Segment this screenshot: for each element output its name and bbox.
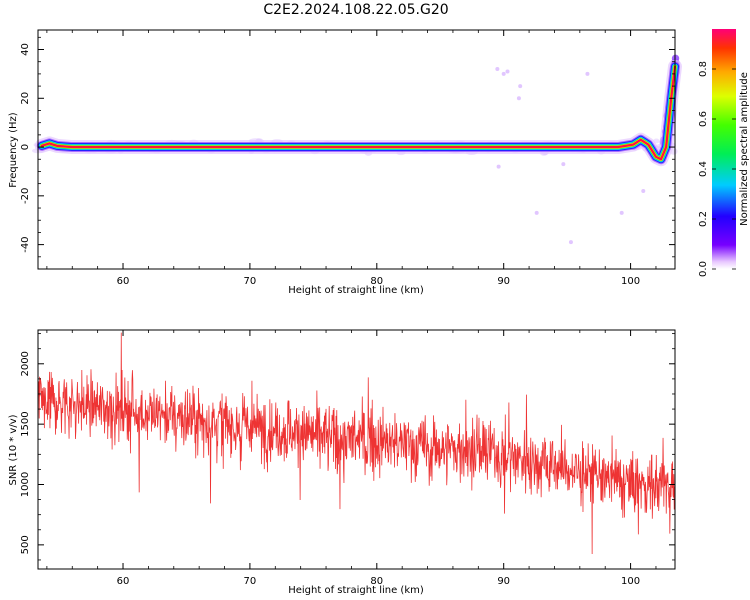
spectrogram-ridge	[34, 59, 682, 167]
x-tick-label: 70	[244, 276, 257, 287]
colorbar-gradient	[712, 29, 736, 269]
spectrogram-outlier-point	[585, 71, 590, 76]
spectrogram-outlier-point	[641, 188, 646, 193]
spectrogram-outlier-point	[495, 67, 500, 72]
spectrogram-x-ticks: 60 70 80 90 100	[46, 30, 657, 287]
x-tick-label: 80	[370, 276, 383, 287]
spectrogram-frame	[37, 29, 676, 270]
snr-plot-area	[38, 330, 675, 569]
x-tick-label: 100	[621, 276, 640, 287]
snr-x-ticks: 60 70 80 90 100	[46, 330, 657, 587]
spectrogram-outlier-point	[568, 240, 573, 245]
y-tick-label: 0	[20, 144, 31, 150]
spectrogram-outlier-point	[501, 71, 506, 76]
colorbar-label: Normalized spectral amplitude	[739, 72, 750, 226]
y-tick-label: -20	[20, 188, 31, 204]
x-tick-label: 60	[117, 576, 130, 587]
colorbar-ticks: 0.0 0.2 0.4 0.6 0.8	[698, 61, 736, 277]
x-tick-label: 100	[621, 576, 640, 587]
x-tick-label: 80	[370, 576, 383, 587]
x-tick-label: 60	[117, 276, 130, 287]
spectrogram-y-axis-label: Frequency (Hz)	[8, 112, 19, 188]
spectrogram-outlier-point	[561, 162, 566, 167]
y-tick-label: -40	[20, 236, 31, 252]
y-tick-label: 1000	[20, 472, 31, 497]
spectrogram-panel: 60 70 80 90 100 -40 -20 0 20 40 Height of straig…	[8, 29, 682, 296]
spectrogram-x-axis-label: Height of straight line (km)	[288, 285, 424, 296]
y-tick-label: 2000	[20, 351, 31, 376]
spectrogram-y-ticks: -40 -20 0 20 40	[20, 36, 675, 270]
spectrogram-outlier-point	[516, 96, 521, 101]
x-tick-label: 90	[497, 576, 510, 587]
y-tick-label: 500	[20, 535, 31, 554]
colorbar-tick-label: 0.4	[698, 161, 709, 177]
spectrogram-outlier-point	[518, 84, 523, 89]
snr-y-axis-label: SNR (10 * v/v)	[8, 414, 19, 485]
colorbar-tick-label: 0.6	[698, 111, 709, 127]
colorbar: 0.0 0.2 0.4 0.6 0.8 Normalized spectral ampl…	[698, 29, 750, 277]
colorbar-tick-label: 0.2	[698, 211, 709, 227]
figure-title: C2E2.2024.108.22.05.G20	[263, 2, 448, 18]
ridge-band-7	[41, 66, 676, 160]
spectrogram-outlier-point	[505, 69, 510, 74]
x-tick-label: 70	[244, 576, 257, 587]
spectrogram-outlier-point	[619, 210, 624, 215]
colorbar-tick-label: 0.8	[698, 61, 709, 77]
spectrogram-outlier-point	[496, 164, 501, 169]
snr-x-axis-label: Height of straight line (km)	[288, 585, 424, 596]
spectrogram-outlier-point	[534, 210, 539, 215]
y-tick-label: 40	[20, 43, 31, 56]
y-tick-label: 20	[20, 92, 31, 105]
snr-series-line	[37, 332, 676, 554]
snr-panel: 60 70 80 90 100 500 1000 1500 2000 Height of st…	[8, 329, 676, 596]
y-tick-label: 1500	[20, 411, 31, 436]
snr-y-ticks: 500 1000 1500 2000	[20, 333, 675, 561]
colorbar-tick-label: 0.0	[698, 261, 709, 277]
x-tick-label: 90	[497, 276, 510, 287]
snr-frame	[37, 329, 676, 570]
